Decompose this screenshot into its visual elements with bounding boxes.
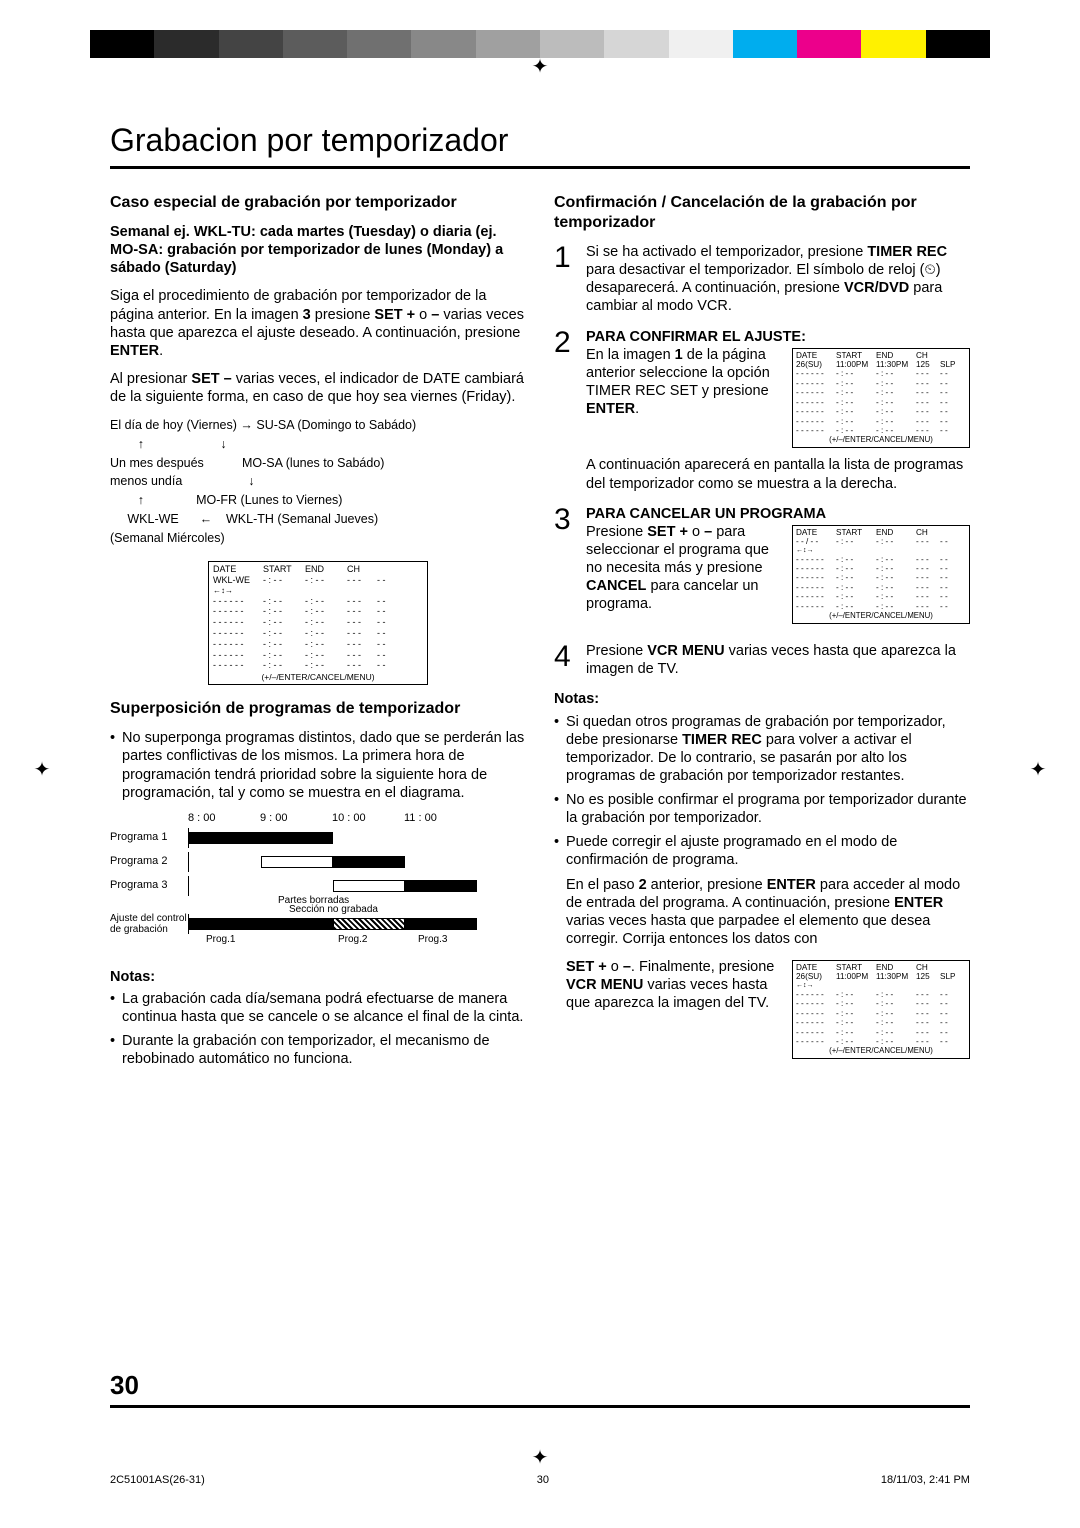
- page-title: Grabacion por temporizador: [110, 120, 970, 169]
- osd-table-cancel: DATESTARTENDCH - - / - -- : - -- : - -- …: [792, 525, 970, 624]
- step-2: 2 PARA CONFIRMAR EL AJUSTE: DATESTARTEND…: [554, 328, 970, 493]
- step-4: 4 Presione VCR MENU varias veces hasta q…: [554, 642, 970, 678]
- registration-mark-icon: ✦: [528, 1446, 552, 1470]
- rnota-1: Si quedan otros programas de grabación p…: [566, 713, 970, 786]
- para-semanal: Semanal ej. WKL-TU: cada martes (Tuesday…: [110, 223, 526, 277]
- heading-super: Superposición de programas de temporizad…: [110, 699, 526, 719]
- para-siga: Siga el procedimiento de grabación por t…: [110, 287, 526, 360]
- rnota-3: Puede corregir el ajuste programado en e…: [566, 833, 970, 869]
- arrow-diagram: El día de hoy (Viernes) → SU-SA (Domingo…: [110, 416, 526, 547]
- page-number: 30: [110, 1369, 970, 1409]
- heading-confirm: Confirmación / Cancelación de la grabaci…: [554, 193, 970, 233]
- para-presionar: Al presionar SET – varias veces, el indi…: [110, 370, 526, 406]
- osd-table-left: DATESTARTENDCH WKL-WE- : - -- : - -- - -…: [208, 561, 428, 685]
- step-3: 3 PARA CANCELAR UN PROGRAMA DATESTARTEND…: [554, 505, 970, 631]
- heading-caso: Caso especial de grabación por temporiza…: [110, 193, 526, 213]
- osd-table-confirm: DATESTARTENDCH 26(SU)11:00PM11:30PM125SL…: [792, 348, 970, 449]
- rnota-4: En el paso 2 anterior, presione ENTER pa…: [554, 876, 970, 949]
- rnota-2: No es posible confirmar el programa por …: [566, 791, 970, 827]
- registration-mark-icon: ✦: [30, 758, 54, 782]
- print-color-bar: [90, 30, 990, 58]
- registration-mark-icon: ✦: [528, 55, 552, 79]
- footer-date: 18/11/03, 2:41 PM: [881, 1474, 970, 1486]
- right-column: Confirmación / Cancelación de la grabaci…: [554, 193, 970, 1074]
- print-footer: 2C51001AS(26-31) 30 18/11/03, 2:41 PM: [110, 1474, 970, 1486]
- registration-mark-icon: ✦: [1026, 758, 1050, 782]
- footer-page: 30: [537, 1474, 549, 1486]
- osd-table-correct: DATESTARTENDCH 26(SU)11:00PM11:30PM125SL…: [792, 960, 970, 1059]
- notas-heading: Notas:: [110, 968, 526, 986]
- nota-1: La grabación cada día/semana podrá efect…: [122, 990, 526, 1026]
- notas-right-heading: Notas:: [554, 690, 970, 708]
- super-note: No superponga programas distintos, dado …: [122, 729, 526, 802]
- overlap-diagram: 8 : 009 : 0010 : 0011 : 00 Programa 1 Pr…: [110, 812, 526, 952]
- left-column: Caso especial de grabación por temporiza…: [110, 193, 526, 1074]
- nota-2: Durante la grabación con temporizador, e…: [122, 1032, 526, 1068]
- footer-file: 2C51001AS(26-31): [110, 1474, 205, 1486]
- step-1: 1 Si se ha activado el temporizador, pre…: [554, 243, 970, 316]
